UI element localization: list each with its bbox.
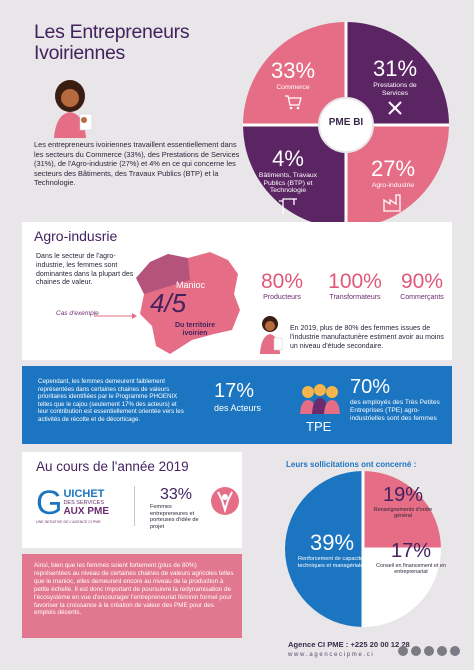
- cajou-pct: 17%: [214, 380, 255, 402]
- ivory-coast-map: [136, 252, 240, 354]
- sector-services: 31% Prestations de Services: [366, 56, 424, 122]
- stat-commercants-pct: 90%: [400, 270, 444, 293]
- pme-logo: PME BI: [320, 117, 372, 128]
- tpe-stat-label: des employés des Très Petites Entreprise…: [350, 399, 440, 422]
- commerce-quadrant: [243, 22, 346, 125]
- manioc-fraction: 4/5: [150, 288, 187, 318]
- conseil-label: Conseil en financement et en entreprenar…: [376, 563, 446, 576]
- cajou-stat: 17% des Acteurs: [214, 380, 261, 413]
- sector-agro: 27% Agro-industrie: [364, 156, 422, 217]
- agro-quadrant: [346, 125, 449, 228]
- btp-pct: 4%: [272, 146, 304, 171]
- youtube-icon[interactable]: [450, 646, 460, 656]
- title-line2: Ivoiriennes: [34, 42, 126, 64]
- btp-label: Bâtiments, Travaux Publics (BTP) et Tech…: [258, 172, 318, 195]
- btp-quadrant: [243, 125, 346, 228]
- stat-producteurs-label: Producteurs: [263, 294, 301, 301]
- social-icons: [398, 646, 460, 656]
- renforcement-label: Renforcement de capacités techniques et …: [297, 556, 367, 569]
- linkedin-icon[interactable]: [437, 646, 447, 656]
- year-heading: Au cours de l'année 2019: [36, 459, 189, 474]
- businesswoman-illustration: [54, 80, 93, 138]
- agro-label: Agro-industrie: [371, 182, 415, 189]
- services-quadrant: [346, 22, 449, 125]
- guichet-logo: G UICHET DES SERVICES AUX PME UNE INITIA…: [36, 484, 126, 524]
- renseignements-label: Renseignements d'ordre général: [373, 507, 433, 520]
- solicitation-renseignements: 19% Renseignements d'ordre général: [368, 484, 438, 520]
- crane-icon: [279, 198, 297, 214]
- graduate-woman-icon: [260, 316, 283, 354]
- renforcement-pct: 39%: [309, 530, 355, 555]
- title-line1: Les Entrepreneurs: [34, 21, 190, 43]
- cajou-label: des Acteurs: [214, 403, 262, 413]
- woman-raising-arms-icon: [211, 487, 239, 515]
- blue-band: [22, 366, 452, 444]
- renseignements-pct: 19%: [382, 484, 424, 506]
- conclusion-text: Ainsi, bien que les femmes soient fortem…: [34, 562, 234, 617]
- sector-commerce: 33% Commerce: [268, 58, 318, 115]
- services-pct: 31%: [372, 56, 418, 81]
- page-title: Les Entrepreneurs Ivoiriennes: [34, 22, 254, 64]
- blue-band-text: Cependant, les femmes demeurent faibleme…: [38, 378, 184, 423]
- commerce-label: Commerce: [276, 84, 310, 91]
- stat-transformateurs: 100% Transformateurs: [322, 270, 388, 301]
- instagram-icon[interactable]: [424, 646, 434, 656]
- year-panel: [22, 452, 242, 548]
- footer-url[interactable]: w w w . a g e n c e c i p m e . c i: [288, 652, 373, 658]
- solicitation-renforcement: 39% Renforcement de capacités techniques…: [292, 530, 372, 569]
- year-pct: 33%: [160, 486, 193, 503]
- tpe-pct: 70%: [350, 376, 391, 398]
- stat-commercants-label: Commerçants: [400, 294, 444, 301]
- facebook-icon[interactable]: [398, 646, 408, 656]
- services-label: Prestations de Services: [373, 82, 417, 97]
- arrow-icon: [94, 313, 137, 319]
- agro-heading: Agro-indusrie: [34, 228, 118, 244]
- commerce-pct: 33%: [270, 58, 316, 83]
- agro-pct: 27%: [370, 156, 416, 181]
- stat-transformateurs-label: Transformateurs: [329, 294, 381, 301]
- manioc-caption: Du territoire ivoirien: [174, 322, 216, 337]
- tpe-stat: 70% des employés des Très Petites Entrep…: [350, 376, 446, 423]
- sector-btp: 4% Bâtiments, Travaux Publics (BTP) et T…: [256, 146, 320, 220]
- shopping-cart-icon: [285, 94, 302, 109]
- stat-commercants: 90% Commerçants: [396, 270, 448, 301]
- guichet-letter: G: [36, 484, 63, 522]
- conseil-pct: 17%: [390, 540, 432, 562]
- solicitations-heading: Leurs sollicitations ont concerné :: [286, 460, 417, 469]
- pme-logo-text: PME BI: [328, 117, 364, 128]
- intro-text: Les entrepreneurs ivoiriennes travaillen…: [34, 140, 240, 188]
- agro-note: En 2019, plus de 80% des femmes issues d…: [290, 325, 444, 350]
- conclusion-band: [22, 554, 242, 638]
- renforcement-quadrant: [285, 471, 363, 627]
- guichet-tagline: UNE INITIATIVE DE L'AGENCE CI PME: [36, 520, 101, 524]
- solicitation-conseil: 17% Conseil en financement et en entrepr…: [376, 540, 446, 576]
- guichet-line1: UICHET: [63, 488, 105, 500]
- footer-agency: Agence CI PME : +225 20 00 12 28: [288, 640, 410, 649]
- tools-icon: [388, 101, 402, 115]
- divider: [134, 486, 135, 526]
- factory-icon: [383, 193, 401, 212]
- women-group-icon: [300, 384, 340, 414]
- solicitations-circle-chart: [285, 471, 441, 627]
- stat-producteurs: 80% Producteurs: [256, 270, 308, 301]
- tpe-label: TPE: [306, 419, 332, 434]
- stat-producteurs-pct: 80%: [260, 270, 304, 293]
- stat-transformateurs-pct: 100%: [328, 270, 382, 293]
- guichet-line2: DES SERVICES: [63, 500, 105, 506]
- agro-panel: [22, 222, 452, 360]
- example-label: Cas d'exemple: [56, 310, 99, 317]
- renseignements-quadrant: [363, 471, 441, 549]
- sector-circle-chart: [243, 22, 449, 228]
- agro-text: Dans le secteur de l'agro-industrie, les…: [36, 253, 134, 287]
- year-pct-label: Femmes entrepreneures et porteuses d'idé…: [150, 504, 199, 530]
- guichet-line3: AUX PME: [63, 506, 110, 517]
- twitter-icon[interactable]: [411, 646, 421, 656]
- manioc-label: Manioc: [176, 280, 206, 290]
